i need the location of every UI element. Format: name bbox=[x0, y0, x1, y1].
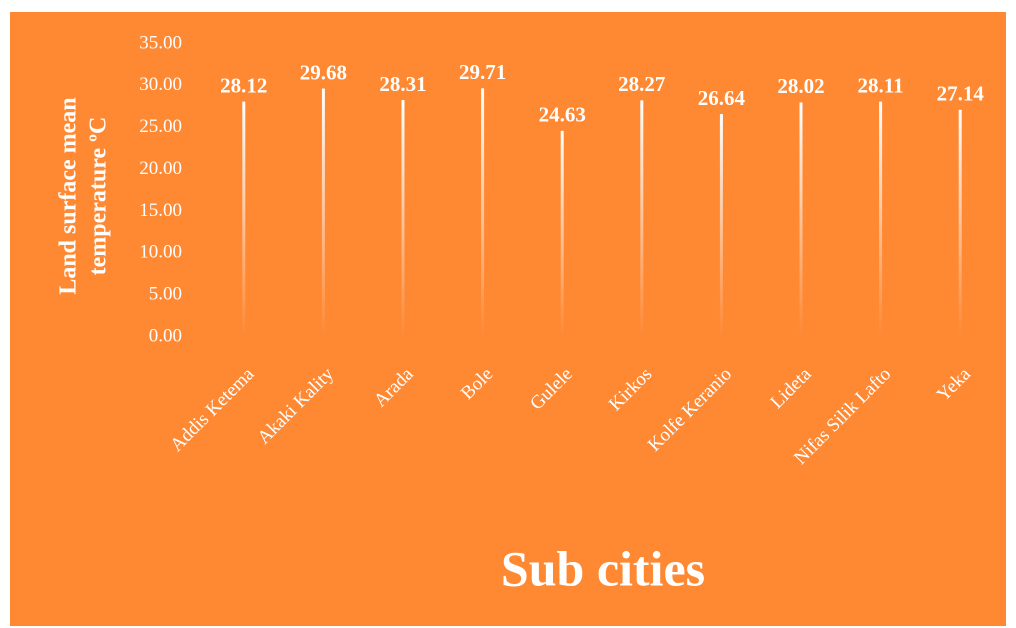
y-tick-label: 0.00 bbox=[149, 325, 182, 346]
y-tick-label: 35.00 bbox=[139, 32, 182, 53]
data-label: 28.02 bbox=[777, 74, 824, 98]
data-label: 29.71 bbox=[459, 60, 506, 84]
bar bbox=[719, 113, 723, 338]
data-label: 28.31 bbox=[379, 72, 426, 96]
bar bbox=[242, 101, 246, 337]
bar bbox=[560, 130, 564, 337]
y-tick-label: 25.00 bbox=[139, 116, 182, 137]
bar bbox=[640, 100, 644, 337]
y-axis-title: temperature ºC bbox=[86, 117, 112, 276]
data-label: 24.63 bbox=[539, 103, 586, 127]
bar bbox=[321, 88, 325, 337]
bar bbox=[799, 102, 803, 337]
data-label: 26.64 bbox=[698, 86, 746, 110]
x-axis-title: Sub cities bbox=[501, 540, 705, 596]
bar bbox=[879, 101, 883, 338]
bar bbox=[481, 88, 485, 338]
data-label: 28.27 bbox=[618, 72, 665, 96]
y-axis-title: Land surface mean bbox=[56, 97, 82, 294]
data-label: 27.14 bbox=[937, 82, 985, 106]
bar bbox=[401, 100, 405, 338]
data-label: 28.12 bbox=[220, 73, 267, 97]
y-tick-label: 30.00 bbox=[139, 74, 182, 95]
y-tick-label: 20.00 bbox=[139, 158, 182, 179]
bar bbox=[958, 109, 962, 337]
data-label: 29.68 bbox=[300, 60, 347, 84]
chart-background bbox=[10, 12, 1006, 626]
y-tick-label: 15.00 bbox=[139, 200, 182, 221]
data-label: 28.11 bbox=[858, 73, 904, 97]
y-tick-label: 5.00 bbox=[149, 284, 182, 305]
y-tick-label: 10.00 bbox=[139, 242, 182, 263]
